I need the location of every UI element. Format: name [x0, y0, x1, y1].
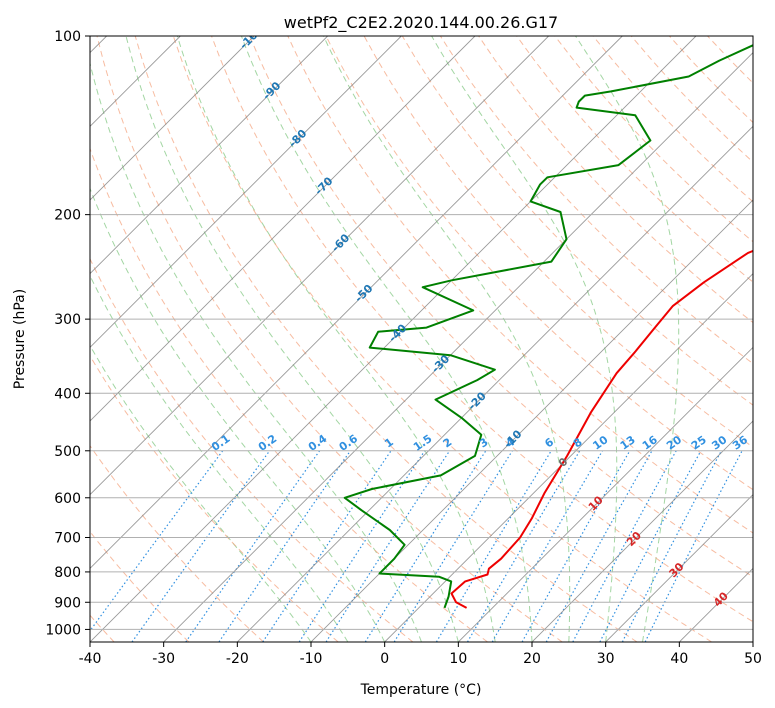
x-tick-label: 10: [449, 651, 467, 667]
x-tick-label: 50: [744, 651, 762, 667]
isotherm-line: [90, 36, 549, 496]
mixing-ratio-line: [545, 450, 653, 642]
moist-adiabat-line: [90, 274, 349, 642]
skewed-isotherms: [90, 36, 753, 642]
x-tick-label: 0: [380, 651, 389, 667]
mixing-ratio-line: [185, 450, 321, 642]
isotherm-line: [384, 273, 753, 642]
mixing-ratio-line: [325, 450, 451, 642]
dry-adiabat-line: [90, 257, 414, 642]
x-tick-label: -20: [226, 651, 249, 667]
mixing-ratio-line: [644, 450, 743, 642]
moist-adiabat-line: [90, 187, 386, 642]
moist-adiabat-line: [176, 36, 496, 642]
isotherm-line: [90, 36, 402, 348]
mixing-ratio-line: [218, 450, 351, 642]
plot-frame: [89, 35, 754, 643]
x-tick-label: 20: [523, 651, 541, 667]
moist-adiabat-line: [240, 36, 533, 642]
x-tick-label: -40: [79, 651, 102, 667]
mixing-ratio-line: [131, 450, 271, 642]
x-axis-label: Temperature (°C): [360, 682, 482, 698]
dry-adiabat-line: [90, 444, 264, 642]
dry-adiabat-line: [210, 36, 753, 623]
y-axis-ticks: 100 200 300 400 500 600 700 800 900 1000: [45, 29, 90, 638]
mixing-ratio-line: [262, 450, 392, 642]
isotherm-line: [531, 420, 753, 642]
dry-adiabat-line: [90, 354, 339, 642]
x-tick-label: -30: [152, 651, 175, 667]
moist-adiabat-line: [90, 61, 422, 642]
mixing-ratio-line: [364, 450, 487, 642]
isotherm-line: [90, 36, 476, 422]
dry-adiabat-line: [439, 36, 753, 365]
dry-adiabat-line: [172, 36, 712, 642]
y-tick-label: 100: [54, 29, 81, 45]
dry-adiabat-line: [90, 147, 488, 642]
isotherm-line: [237, 125, 753, 642]
y-tick-label: 800: [54, 565, 81, 581]
isotherm-line: [310, 199, 753, 642]
mixing-ratio-line: [572, 450, 677, 642]
moist-adiabat-line: [431, 36, 618, 642]
mixing-ratio-line: [90, 450, 224, 632]
mixing-ratio-line: [521, 450, 631, 642]
y-tick-label: 400: [54, 386, 81, 402]
isotherm-line: [90, 36, 255, 201]
dry-adiabat-line: [401, 36, 753, 406]
moist-adiabat-line: [575, 36, 680, 642]
dry-adiabat-line: [96, 36, 563, 642]
x-tick-label: 40: [670, 651, 688, 667]
isotherm-line: [605, 494, 753, 642]
y-tick-label: 500: [54, 444, 81, 460]
dry-adiabat-line: [516, 36, 753, 283]
isotherm-line: [163, 52, 753, 642]
x-tick-label: -10: [300, 651, 323, 667]
y-tick-label: 700: [54, 531, 81, 547]
moist-adiabat-line: [323, 36, 571, 642]
profile-series: [343, 44, 753, 609]
pressure-gridlines: [90, 36, 753, 630]
y-tick-label: 1000: [45, 622, 81, 638]
x-axis-ticks: -40 -30 -20 -10 0 10 20 30 40 50: [79, 642, 762, 667]
isotherm-line: [90, 36, 623, 569]
y-tick-label: 600: [54, 491, 81, 507]
y-axis-label: Pressure (hPa): [12, 289, 28, 389]
mixing-ratio-lines: [90, 450, 743, 642]
isotherm-line: [458, 346, 753, 642]
isotherm-line: [90, 36, 328, 275]
plot-area: 0.1 0.2 0.4 0.6 1 1.5 2 3 4 6 8 10 13 16 20 25 30 36-100-…: [90, 36, 753, 642]
y-tick-label: 300: [54, 312, 81, 328]
y-tick-label: 900: [54, 595, 81, 611]
mixing-ratio-line: [298, 450, 426, 642]
x-tick-label: 30: [597, 651, 615, 667]
isotherm-line: [90, 36, 697, 642]
y-tick-label: 200: [54, 208, 81, 224]
chart-title: wetPf2_C2E2.2020.144.00.26.G17: [284, 13, 558, 33]
temperature-profile-line: [450, 249, 753, 609]
dry-adiabat-line: [478, 36, 753, 324]
mixing-ratio-line: [599, 450, 702, 642]
mixing-ratio-line: [435, 450, 552, 642]
dewpoint-profile-line: [343, 44, 753, 609]
